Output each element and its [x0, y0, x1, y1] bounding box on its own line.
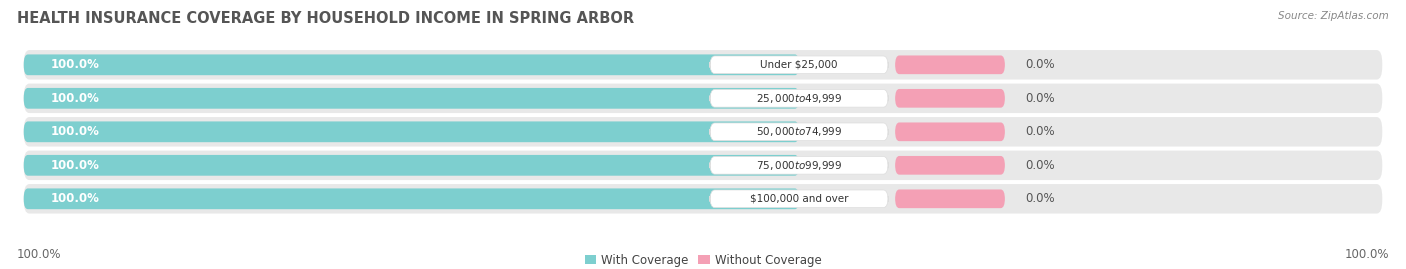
Text: 100.0%: 100.0%	[51, 192, 100, 205]
FancyBboxPatch shape	[24, 84, 1382, 113]
Text: $50,000 to $74,999: $50,000 to $74,999	[756, 125, 842, 138]
FancyBboxPatch shape	[896, 122, 1005, 141]
Text: 0.0%: 0.0%	[1025, 125, 1054, 138]
FancyBboxPatch shape	[896, 189, 1005, 208]
Text: 100.0%: 100.0%	[1344, 248, 1389, 261]
Text: Source: ZipAtlas.com: Source: ZipAtlas.com	[1278, 11, 1389, 21]
Text: 100.0%: 100.0%	[51, 159, 100, 172]
FancyBboxPatch shape	[24, 50, 1382, 80]
FancyBboxPatch shape	[896, 156, 1005, 175]
FancyBboxPatch shape	[896, 89, 1005, 108]
Text: HEALTH INSURANCE COVERAGE BY HOUSEHOLD INCOME IN SPRING ARBOR: HEALTH INSURANCE COVERAGE BY HOUSEHOLD I…	[17, 11, 634, 26]
Text: 0.0%: 0.0%	[1025, 58, 1054, 71]
FancyBboxPatch shape	[896, 55, 1005, 74]
Text: 100.0%: 100.0%	[51, 58, 100, 71]
Legend: With Coverage, Without Coverage: With Coverage, Without Coverage	[579, 249, 827, 269]
FancyBboxPatch shape	[710, 56, 889, 74]
FancyBboxPatch shape	[24, 188, 799, 209]
Text: $25,000 to $49,999: $25,000 to $49,999	[756, 92, 842, 105]
FancyBboxPatch shape	[24, 54, 799, 75]
FancyBboxPatch shape	[24, 184, 1382, 214]
FancyBboxPatch shape	[24, 88, 799, 109]
Text: $75,000 to $99,999: $75,000 to $99,999	[756, 159, 842, 172]
Text: 0.0%: 0.0%	[1025, 92, 1054, 105]
Text: $100,000 and over: $100,000 and over	[749, 194, 848, 204]
Text: 100.0%: 100.0%	[51, 92, 100, 105]
FancyBboxPatch shape	[24, 151, 1382, 180]
Text: Under $25,000: Under $25,000	[761, 60, 838, 70]
FancyBboxPatch shape	[710, 90, 889, 107]
Text: 0.0%: 0.0%	[1025, 192, 1054, 205]
FancyBboxPatch shape	[710, 123, 889, 141]
FancyBboxPatch shape	[710, 190, 889, 208]
FancyBboxPatch shape	[710, 157, 889, 174]
FancyBboxPatch shape	[24, 155, 799, 176]
FancyBboxPatch shape	[24, 117, 1382, 147]
Text: 100.0%: 100.0%	[17, 248, 62, 261]
Text: 100.0%: 100.0%	[51, 125, 100, 138]
FancyBboxPatch shape	[24, 121, 799, 142]
Text: 0.0%: 0.0%	[1025, 159, 1054, 172]
